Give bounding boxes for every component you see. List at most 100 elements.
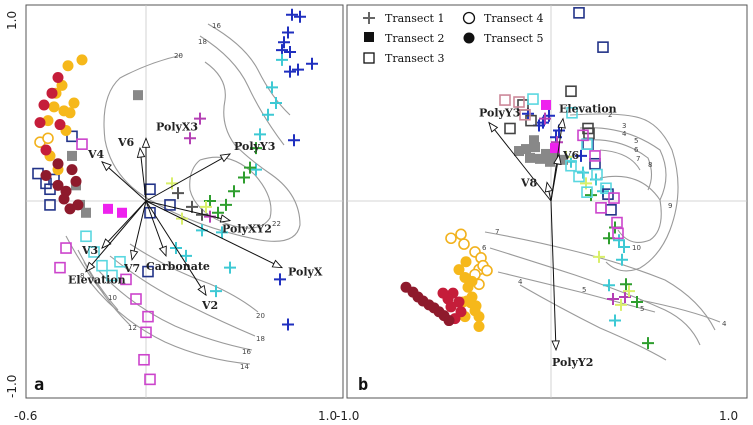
vector-label: Carbonate	[146, 260, 210, 273]
plus-point-marker	[613, 234, 625, 247]
panel-a-y-tick-min: -1.0	[5, 375, 19, 398]
contour-label: 20	[174, 52, 183, 60]
panel-b-contour-line	[599, 175, 662, 243]
vector-arrow-head-icon	[271, 259, 284, 269]
open-square-point-marker	[96, 259, 108, 272]
filled-square-point-marker	[521, 144, 531, 155]
filled-circle-point-marker	[460, 256, 472, 268]
filled-square-point-marker	[550, 143, 560, 154]
filled-square-point-marker	[133, 90, 143, 101]
vector-arrow-head-icon	[101, 238, 112, 249]
plus-point-marker	[224, 261, 236, 274]
vector-label: PolyX3	[156, 120, 198, 133]
legend-marker-open-circle-icon	[462, 11, 476, 25]
open-square-point-marker	[611, 216, 623, 229]
filled-circle-point-marker	[38, 99, 50, 111]
plus-point-marker	[276, 53, 288, 66]
plus-point-marker	[286, 8, 298, 21]
filled-circle-point-marker	[52, 72, 64, 84]
plus-point-marker	[194, 112, 206, 125]
filled-circle-point-marker	[46, 87, 58, 99]
open-square-point-marker	[142, 310, 154, 323]
open-square-point-marker	[597, 41, 609, 53]
open-square-point-marker	[120, 273, 132, 286]
vector-arrow-head-icon	[101, 160, 112, 172]
vector-arrow-head-icon	[158, 245, 167, 258]
open-square-point-marker	[513, 96, 525, 108]
contour-label: 8	[648, 161, 652, 169]
panel-b-contour-line	[484, 231, 716, 331]
contour-label: 9	[668, 202, 672, 210]
contour-label: 4	[518, 278, 523, 286]
open-circle-point-marker	[455, 228, 467, 241]
vector-label: Elevation	[68, 274, 126, 287]
panel-b-frame	[346, 4, 748, 399]
panel-a-x-tick-max: 1.0	[318, 409, 337, 423]
plus-point-marker	[254, 128, 266, 141]
legend-label: Transect 2	[385, 32, 444, 45]
contour-label: 20	[256, 312, 265, 320]
panel-b-points	[400, 7, 654, 350]
vector-label: V2	[201, 299, 218, 312]
filled-circle-point-marker	[445, 301, 457, 313]
vector-arrow-line	[145, 200, 231, 222]
panel-b-contour-line	[639, 299, 721, 323]
open-square-point-marker	[565, 159, 577, 172]
vector-arrow-line	[145, 200, 283, 269]
legend-label: Transect 4	[484, 12, 543, 25]
vector-arrow-head-icon	[553, 153, 562, 165]
vector-label: V8	[520, 176, 538, 189]
panel-b-x-tick-min: -1.0	[336, 409, 359, 423]
open-square-point-marker	[600, 182, 612, 195]
open-square-point-marker	[602, 188, 614, 200]
plus-point-marker	[593, 250, 605, 263]
open-circle-point-marker	[445, 232, 457, 245]
legend-marker-circle-icon	[463, 32, 475, 44]
open-square-point-marker	[581, 186, 593, 198]
plus-point-marker	[274, 273, 286, 286]
plus-point-marker	[603, 279, 615, 292]
panel-b-letter: b	[358, 375, 368, 395]
open-square-point-marker	[525, 114, 537, 127]
panel-a-contour-line	[103, 54, 301, 242]
filled-circle-point-marker	[465, 297, 477, 309]
filled-square-point-marker	[550, 151, 560, 162]
panel-a-contour-line	[199, 35, 285, 146]
legend-item-transect-3: Transect 3	[363, 52, 444, 65]
plus-point-marker	[306, 57, 318, 70]
open-square-point-marker	[88, 246, 100, 258]
vector-arrow-head-icon	[136, 146, 146, 158]
open-square-point-marker	[66, 130, 78, 143]
vector-arrow-line	[550, 200, 557, 350]
contour-label: 10	[632, 244, 641, 252]
filled-circle-point-marker	[52, 179, 64, 191]
legend-label: Transect 5	[484, 32, 543, 45]
plus-point-marker	[172, 187, 184, 200]
filled-circle-point-marker	[40, 170, 52, 182]
filled-circle-point-marker	[473, 320, 485, 332]
filled-circle-point-marker	[34, 117, 46, 129]
contour-label: 8	[80, 272, 84, 280]
vector-arrow-line	[145, 200, 167, 257]
panel-a-contour-line	[65, 235, 105, 295]
open-square-point-marker	[140, 326, 152, 339]
plus-point-marker	[212, 206, 224, 219]
panel-a-contour-line	[207, 23, 291, 116]
plus-point-marker	[642, 337, 654, 350]
filled-circle-point-marker	[76, 54, 88, 66]
open-square-point-marker	[138, 353, 150, 366]
contour-label: 16	[242, 348, 251, 356]
vector-label: PolyY3	[479, 107, 520, 120]
panel-b-vectors: PolyY3 Elevation V6 V8 PolyY2	[479, 103, 617, 369]
panel-a-contour-labels: 16 18 20 22 20 18 16 14 12 10 8	[80, 22, 281, 371]
open-square-point-marker	[76, 138, 88, 150]
contour-label: 4	[722, 320, 727, 328]
vector-arrow-line	[101, 200, 147, 249]
vector-arrow-head-icon	[219, 153, 232, 163]
vector-label: PolyXY2	[222, 223, 272, 236]
panel-a-y-tick-max: 1.0	[5, 11, 19, 30]
filled-square-point-marker	[514, 146, 524, 157]
panel-a-contour-line	[89, 281, 251, 365]
open-square-point-marker	[608, 192, 620, 204]
